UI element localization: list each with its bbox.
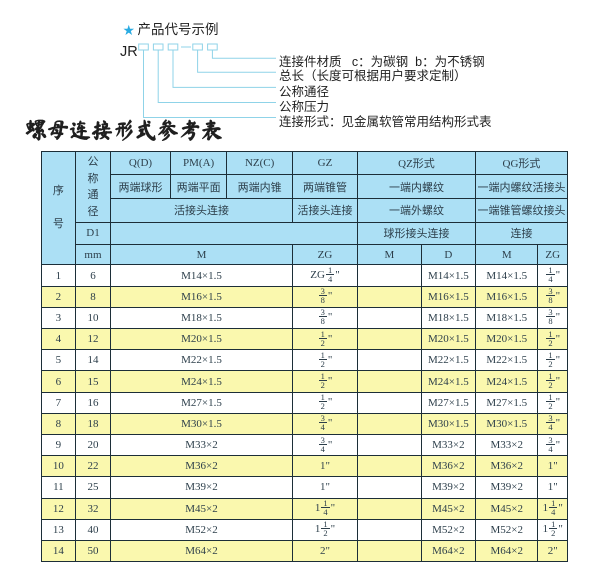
svg-text:JR: JR (120, 44, 138, 60)
